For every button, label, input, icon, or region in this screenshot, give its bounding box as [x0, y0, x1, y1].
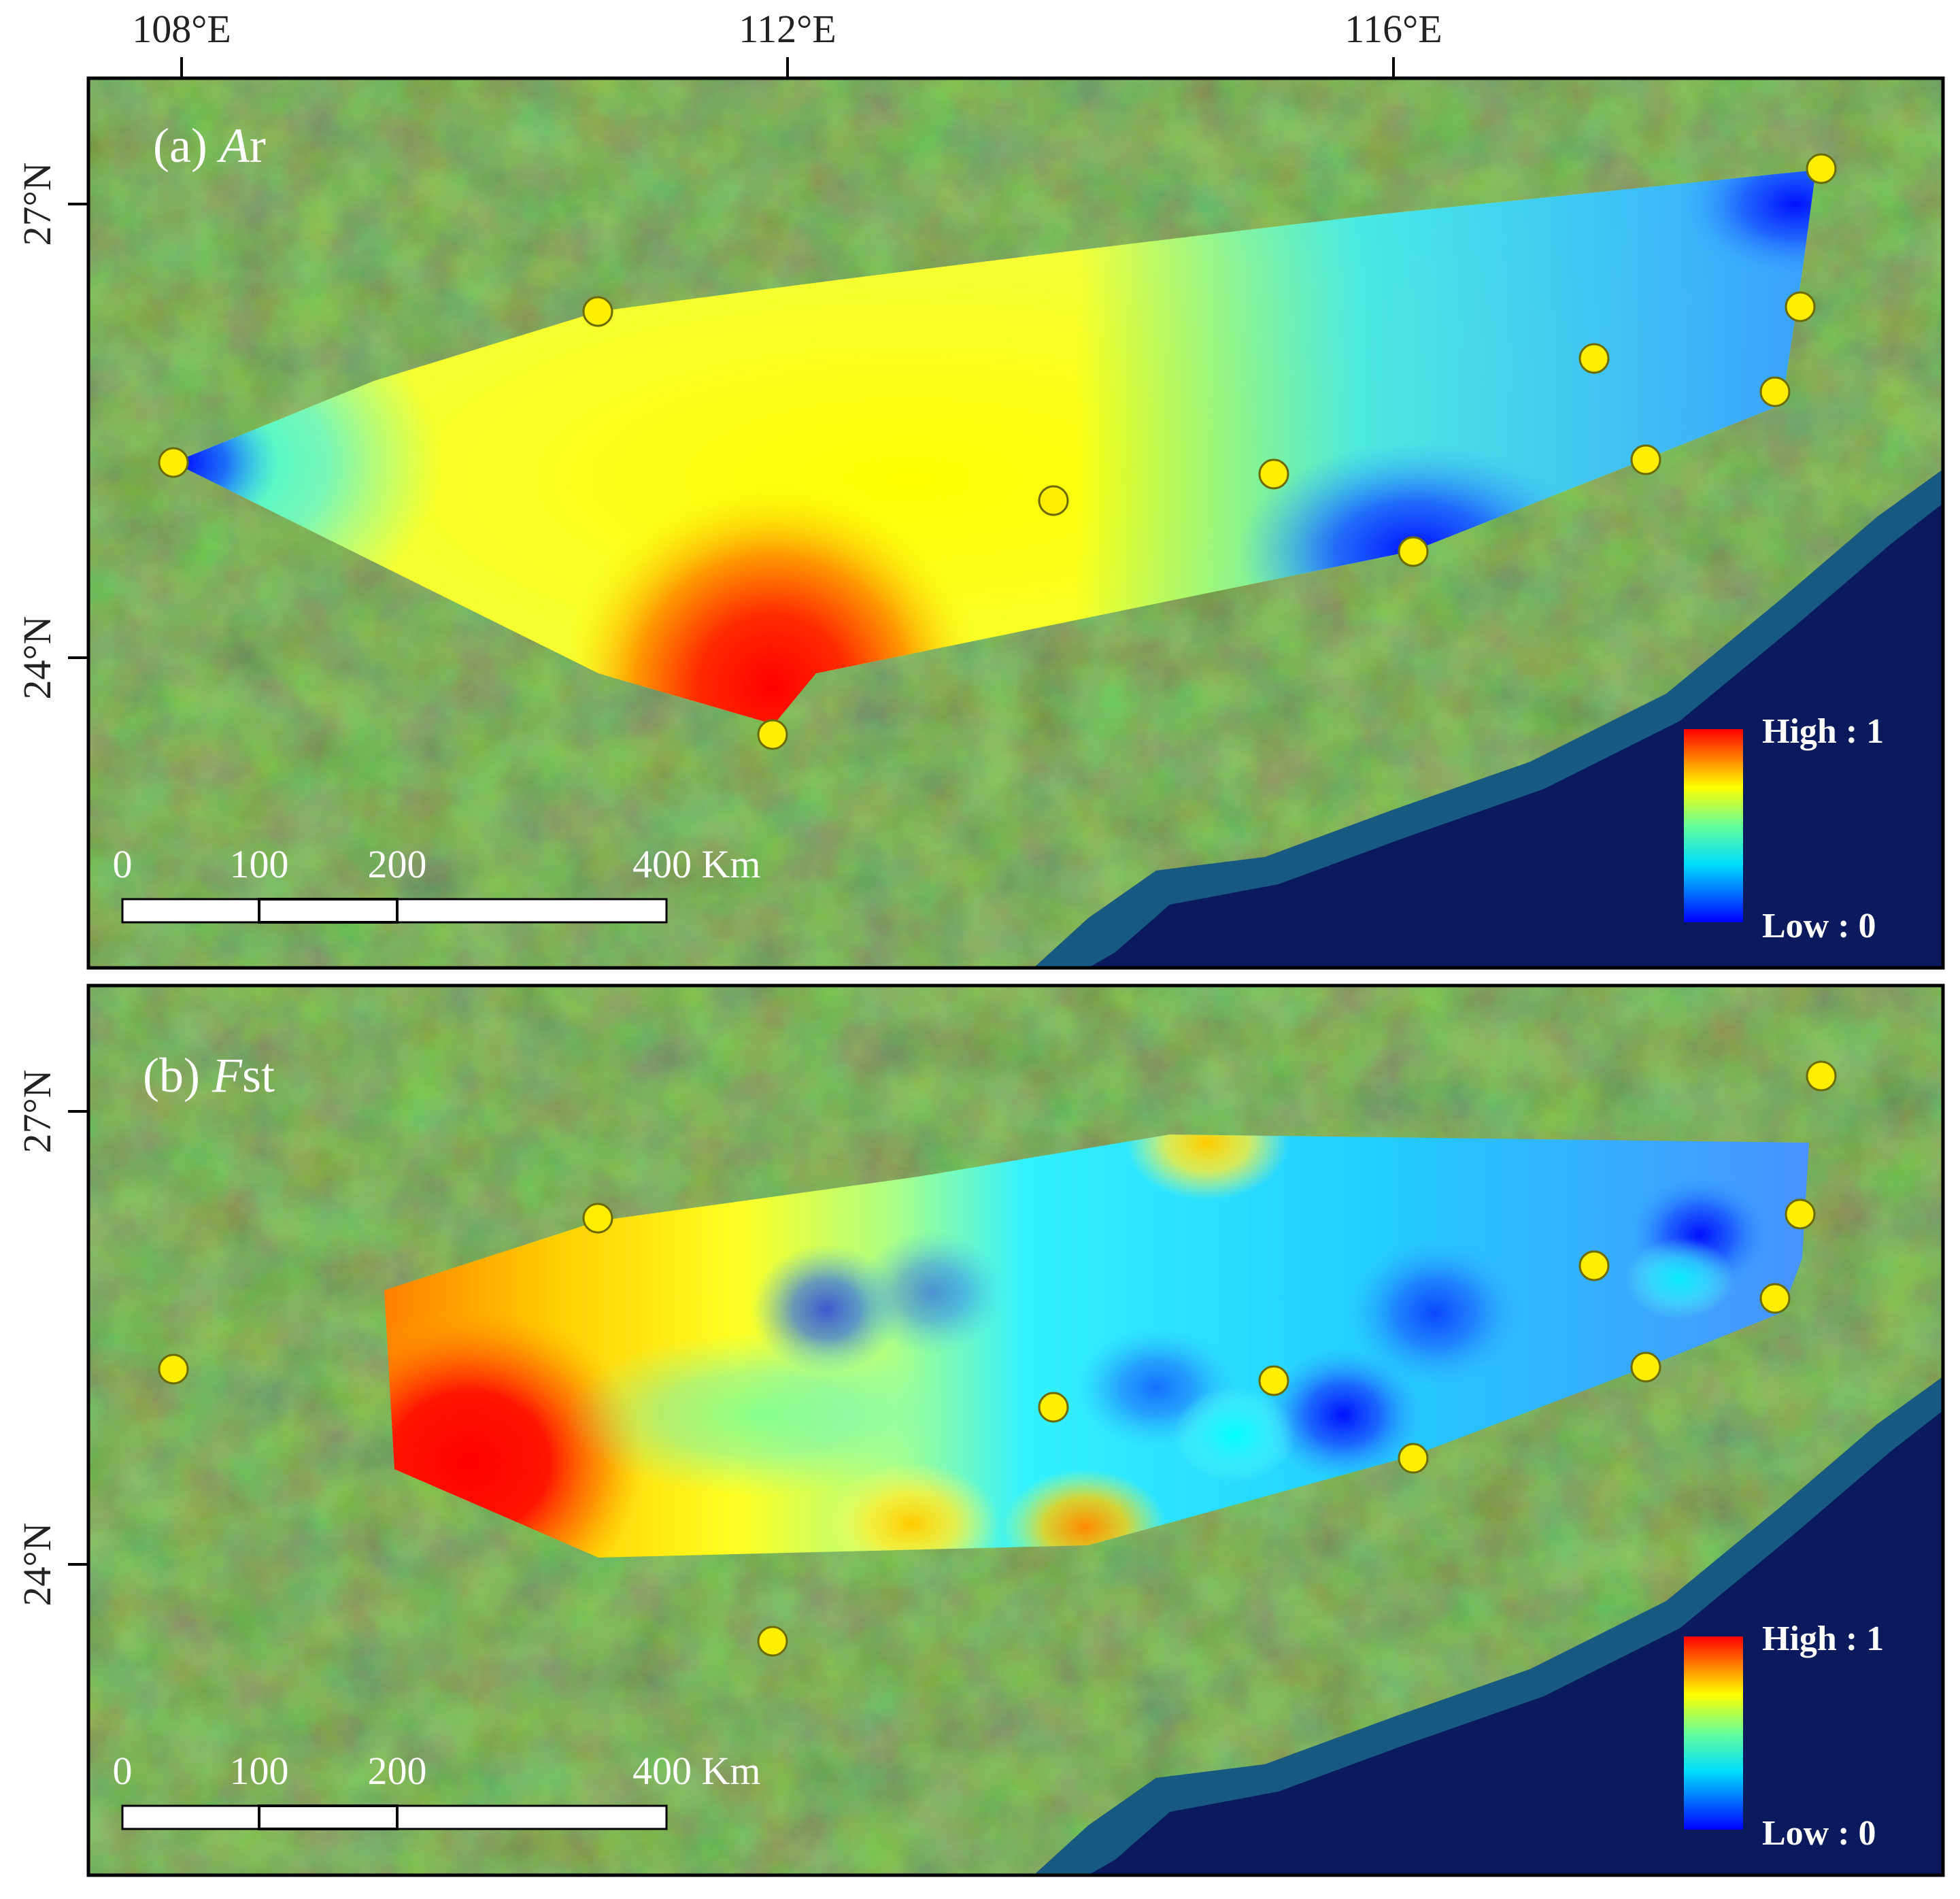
- scale-bar: 0 100 200 400 Km: [113, 842, 761, 924]
- legend-low-label: Low : 0: [1762, 1814, 1876, 1853]
- longitude-tick-label: 116°E: [1345, 7, 1442, 51]
- yellow-circle-icon: [1785, 1198, 1816, 1230]
- yellow-circle-icon: [1258, 1365, 1289, 1396]
- scale-label: 0: [113, 1749, 133, 1793]
- legend-color-ramp: [1684, 729, 1743, 922]
- yellow-circle-icon: [1038, 485, 1069, 516]
- latitude-tick-label: 27°N: [15, 1069, 59, 1153]
- latitude-tick-label: 27°N: [15, 162, 59, 246]
- color-legend: High : 1 Low : 0: [1684, 712, 1884, 945]
- legend-low-label: Low : 0: [1762, 907, 1876, 945]
- yellow-circle-icon: [1785, 291, 1816, 322]
- scale-label: 400 Km: [632, 842, 761, 886]
- yellow-circle-icon: [582, 1203, 613, 1234]
- longitude-tick-label: 112°E: [739, 7, 836, 51]
- yellow-circle-icon: [1759, 1283, 1791, 1314]
- scale-label: 0: [113, 842, 133, 886]
- yellow-circle-icon: [1398, 536, 1429, 567]
- yellow-circle-icon: [1258, 458, 1289, 490]
- yellow-circle-icon: [1630, 444, 1661, 475]
- yellow-circle-icon: [757, 719, 788, 750]
- latitude-axis-b: 27°N 24°N: [15, 1069, 88, 1607]
- yellow-circle-icon: [158, 447, 189, 478]
- yellow-circle-icon: [1806, 153, 1837, 184]
- yellow-circle-icon: [1398, 1443, 1429, 1474]
- yellow-circle-icon: [1578, 1250, 1610, 1281]
- legend-color-ramp: [1684, 1636, 1743, 1830]
- yellow-circle-icon: [158, 1354, 189, 1385]
- longitude-axis: 108°E 112°E 116°E: [132, 7, 1442, 78]
- coastal-shelf: [1034, 469, 1943, 968]
- panel-title: (b) Fst: [143, 1048, 275, 1103]
- scale-label: 400 Km: [632, 1749, 761, 1793]
- scale-label: 100: [230, 842, 289, 886]
- sampling-sites: [158, 153, 1837, 750]
- yellow-circle-icon: [1630, 1351, 1661, 1383]
- yellow-circle-icon: [1038, 1392, 1069, 1423]
- yellow-circle-icon: [1759, 376, 1791, 407]
- coastal-shelf: [1034, 1377, 1943, 1875]
- map-frame: [86, 76, 1945, 970]
- panel-b: (b) Fst 0 100 200 400 Km High : 1: [86, 984, 1945, 1877]
- yellow-circle-icon: [1806, 1060, 1837, 1092]
- color-legend: High : 1 Low : 0: [1684, 1619, 1884, 1853]
- scale-label: 100: [230, 1749, 289, 1793]
- latitude-axis-a: 27°N 24°N: [15, 162, 88, 700]
- yellow-circle-icon: [757, 1626, 788, 1657]
- scale-bar: 0 100 200 400 Km: [113, 1749, 761, 1830]
- panel-title: (a) Ar: [153, 118, 266, 173]
- yellow-circle-icon: [582, 296, 613, 327]
- scale-label: 200: [368, 1749, 427, 1793]
- longitude-tick-label: 108°E: [132, 7, 231, 51]
- map-frame: [86, 984, 1945, 1877]
- legend-high-label: High : 1: [1762, 1619, 1884, 1658]
- latitude-tick-label: 24°N: [15, 1522, 59, 1606]
- sampling-sites: [158, 1060, 1837, 1657]
- panel-a: (a) Ar 0 100 200 400 Km: [86, 76, 1945, 970]
- legend-high-label: High : 1: [1762, 712, 1884, 751]
- scale-label: 200: [368, 842, 427, 886]
- yellow-circle-icon: [1578, 343, 1610, 374]
- latitude-tick-label: 24°N: [15, 616, 59, 699]
